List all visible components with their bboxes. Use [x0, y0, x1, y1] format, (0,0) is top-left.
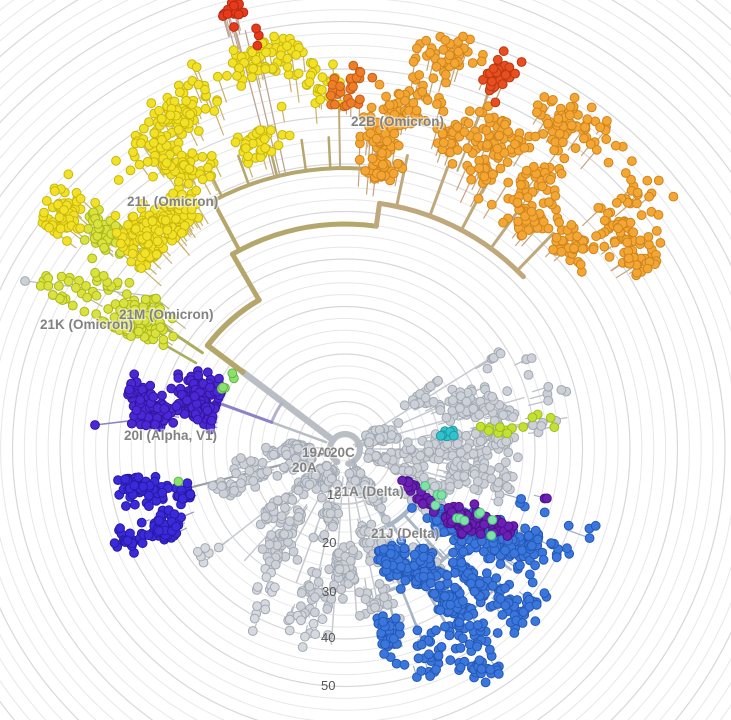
cluster-indigo-20I-alpha[interactable] [123, 366, 227, 435]
cluster-gray-left[interactable] [207, 438, 317, 501]
clade-label[interactable]: 21A (Delta) [333, 483, 406, 501]
clade-label[interactable]: 20A [291, 459, 319, 477]
divergence-tick-labels: 10 20 30 40 50 [321, 487, 341, 693]
gray-outlier-tip[interactable] [20, 276, 30, 286]
clade-label[interactable]: 22B (Omicron) [350, 113, 446, 131]
clade-label[interactable]: 21K (Omicron) [39, 316, 135, 334]
cluster-yellow-outliers[interactable] [187, 59, 202, 72]
divergence-tick-label: 50 [321, 678, 335, 693]
clade-label[interactable]: 21L (Omicron) [126, 193, 220, 211]
tips-layer[interactable] [20, 0, 679, 688]
cluster-orange-22B[interactable] [354, 31, 679, 281]
clade-label[interactable]: 20I (Alpha, V1) [123, 427, 219, 445]
alpha-outlier-tip[interactable] [90, 420, 100, 430]
cluster-lime-chain[interactable] [475, 409, 560, 439]
divergence-tick-label: 30 [322, 584, 336, 599]
cluster-yellow-21L[interactable] [37, 31, 346, 274]
clade-label[interactable]: 21J (Delta) [370, 525, 441, 543]
cluster-green-single[interactable] [173, 476, 184, 487]
cluster-olive-21K[interactable] [35, 204, 179, 351]
divergence-tick-label: 20 [322, 535, 336, 550]
cluster-gray-sparse-right[interactable] [468, 347, 572, 438]
cluster-mint-delta[interactable] [420, 481, 498, 541]
cluster-red-right[interactable] [478, 46, 527, 108]
cluster-blue-21J-delta[interactable] [372, 503, 552, 688]
cluster-blueviolet-lower[interactable] [109, 471, 196, 558]
clade-label[interactable]: 20C [329, 444, 357, 462]
divergence-tick-label: 10 [327, 487, 341, 502]
cluster-orange-inner[interactable] [325, 60, 378, 112]
blue-inner-tip[interactable] [407, 503, 417, 513]
clade-labels: 22B (Omicron)21L (Omicron)21K (Omicron)2… [39, 113, 446, 543]
cluster-gray-basal[interactable] [255, 375, 523, 624]
cluster-gray-spoke-down[interactable] [192, 542, 333, 652]
divergence-tick-label: 40 [321, 630, 335, 645]
cluster-purple-outliers[interactable] [539, 493, 552, 504]
clade-label[interactable]: 0 [323, 444, 333, 462]
clade-label[interactable]: 19A [301, 444, 329, 462]
clade-label[interactable]: 21M (Omicron) [118, 306, 215, 324]
cluster-green-near-alpha[interactable] [216, 368, 239, 394]
cluster-teal-pair[interactable] [435, 425, 459, 442]
cluster-red-top[interactable] [218, 0, 264, 51]
